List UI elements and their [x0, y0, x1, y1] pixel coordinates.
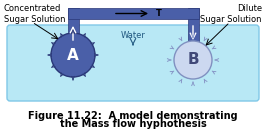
Bar — [68, 8, 78, 58]
Circle shape — [51, 33, 95, 77]
Text: T: T — [156, 9, 162, 18]
Text: Dilute
Sugar Solution: Dilute Sugar Solution — [201, 4, 262, 24]
Text: Water: Water — [120, 31, 146, 40]
Text: the Mass flow hyphothesis: the Mass flow hyphothesis — [60, 119, 206, 129]
Bar — [68, 8, 198, 19]
FancyBboxPatch shape — [7, 25, 259, 101]
Circle shape — [174, 41, 212, 79]
Bar — [188, 8, 198, 58]
Text: B: B — [187, 53, 199, 68]
Text: Figure 11.22:  A model demonstrating: Figure 11.22: A model demonstrating — [28, 111, 238, 121]
Text: Concentrated
Sugar Solution: Concentrated Sugar Solution — [4, 4, 65, 24]
Text: A: A — [67, 47, 79, 63]
